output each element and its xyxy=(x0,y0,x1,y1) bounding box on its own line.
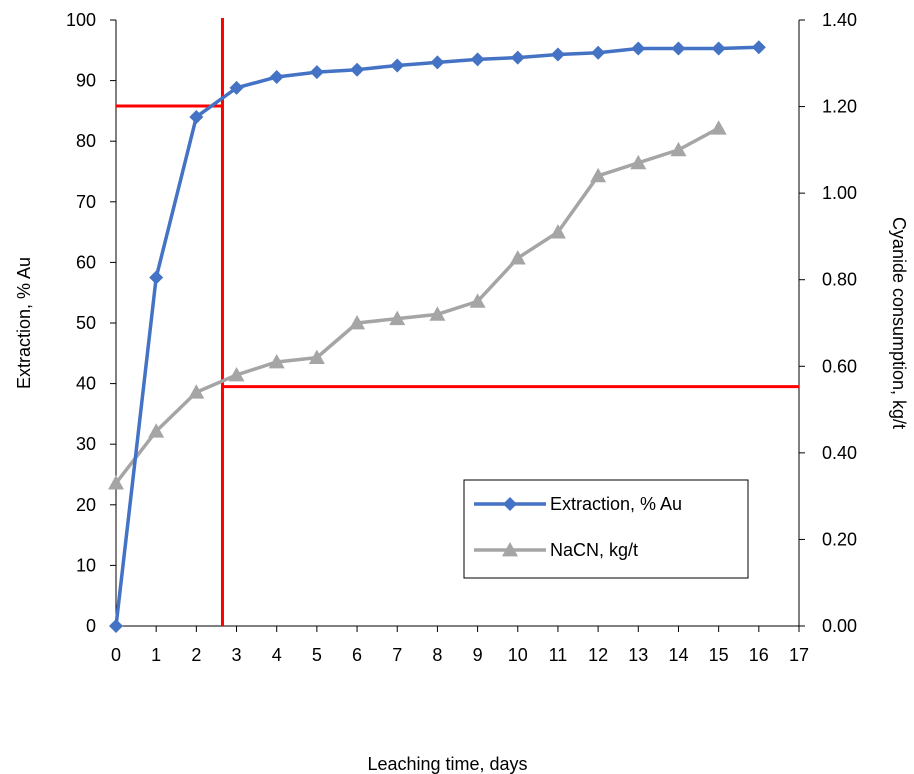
y-left-tick-label: 80 xyxy=(76,131,96,151)
data-point xyxy=(308,349,325,365)
series-line xyxy=(114,126,720,485)
y-axis-right-title: Cyanide consumption, kg/t xyxy=(889,217,909,429)
data-point xyxy=(670,141,687,157)
x-tick-label: 4 xyxy=(272,645,282,665)
data-point xyxy=(389,310,406,326)
x-tick-label: 9 xyxy=(473,645,483,665)
legend-marker xyxy=(503,497,517,511)
data-point xyxy=(590,167,607,183)
x-tick-label: 3 xyxy=(232,645,242,665)
x-tick-label: 7 xyxy=(392,645,402,665)
data-point xyxy=(148,423,165,438)
y-left-tick-label: 20 xyxy=(76,495,96,515)
data-point xyxy=(549,224,566,239)
data-point xyxy=(108,475,124,490)
x-tick-label: 17 xyxy=(789,645,809,665)
x-tick-label: 1 xyxy=(151,645,161,665)
y-left-tick-label: 10 xyxy=(76,555,96,575)
x-tick-label: 0 xyxy=(111,645,121,665)
legend-label: Extraction, % Au xyxy=(550,494,682,514)
y-left-tick-label: 70 xyxy=(76,192,96,212)
data-point xyxy=(710,120,727,135)
y-left-tick-label: 50 xyxy=(76,313,96,333)
x-tick-label: 12 xyxy=(588,645,608,665)
axes: 0 1 2 3 4 5 6 7 8 9 10 11 12 13 14 15 16 1701020304050607… xyxy=(66,10,857,665)
series-extraction xyxy=(109,40,766,633)
y-right-tick-label: 0.60 xyxy=(822,356,857,376)
data-point xyxy=(550,47,565,62)
y-left-tick-label: 40 xyxy=(76,374,96,394)
y-left-tick-label: 90 xyxy=(76,71,96,91)
data-point xyxy=(229,80,244,95)
legend-label: NaCN, kg/t xyxy=(550,540,638,560)
legend: Extraction, % Au NaCN, kg/t xyxy=(463,479,749,579)
data-point xyxy=(268,353,285,369)
x-tick-label: 10 xyxy=(508,645,528,665)
data-point xyxy=(188,384,205,399)
y-axis-left-title: Extraction, % Au xyxy=(14,257,34,389)
data-point xyxy=(509,250,526,265)
data-point xyxy=(349,315,366,330)
axis-titles: Leaching time, days Extraction, % Au Cyani… xyxy=(14,217,909,774)
x-tick-label: 13 xyxy=(628,645,648,665)
data-point xyxy=(510,50,525,65)
series-nacn xyxy=(108,120,727,490)
y-left-tick-label: 60 xyxy=(76,252,96,272)
legend-box xyxy=(463,479,749,579)
data-point xyxy=(591,45,606,60)
x-tick-label: 14 xyxy=(668,645,688,665)
data-point xyxy=(309,65,324,80)
data-point xyxy=(429,306,446,321)
y-right-tick-label: 0.40 xyxy=(822,443,857,463)
data-point xyxy=(671,41,686,56)
x-axis-title: Leaching time, days xyxy=(367,754,527,774)
data-point xyxy=(390,58,405,73)
data-point xyxy=(470,52,485,67)
data-point xyxy=(751,40,766,55)
x-tick-label: 15 xyxy=(709,645,729,665)
reference-lines xyxy=(116,18,799,626)
data-point xyxy=(430,55,445,70)
data-point xyxy=(631,41,646,56)
series-layer xyxy=(108,40,766,633)
data-point xyxy=(350,62,365,77)
y-right-tick-label: 0.80 xyxy=(822,270,857,290)
y-right-tick-label: 0.20 xyxy=(822,529,857,549)
data-point xyxy=(469,293,486,308)
x-tick-label: 2 xyxy=(191,645,201,665)
x-tick-label: 5 xyxy=(312,645,322,665)
data-point xyxy=(269,69,284,84)
data-point xyxy=(630,154,647,170)
y-right-tick-label: 1.40 xyxy=(822,10,857,30)
x-tick-label: 6 xyxy=(352,645,362,665)
x-tick-label: 11 xyxy=(549,645,568,665)
y-right-tick-label: 1.00 xyxy=(822,183,857,203)
x-tick-label: 8 xyxy=(432,645,442,665)
data-point xyxy=(149,270,164,285)
legend-marker xyxy=(502,542,518,557)
y-right-tick-label: 1.20 xyxy=(822,97,857,117)
y-left-tick-label: 100 xyxy=(66,10,96,30)
y-right-tick-label: 0.00 xyxy=(822,616,857,636)
x-tick-label: 16 xyxy=(749,645,769,665)
data-point xyxy=(228,366,245,382)
data-point xyxy=(109,619,123,633)
data-point xyxy=(189,109,204,124)
y-left-tick-label: 0 xyxy=(86,616,96,636)
y-left-tick-label: 30 xyxy=(76,434,96,454)
data-point xyxy=(711,41,726,56)
